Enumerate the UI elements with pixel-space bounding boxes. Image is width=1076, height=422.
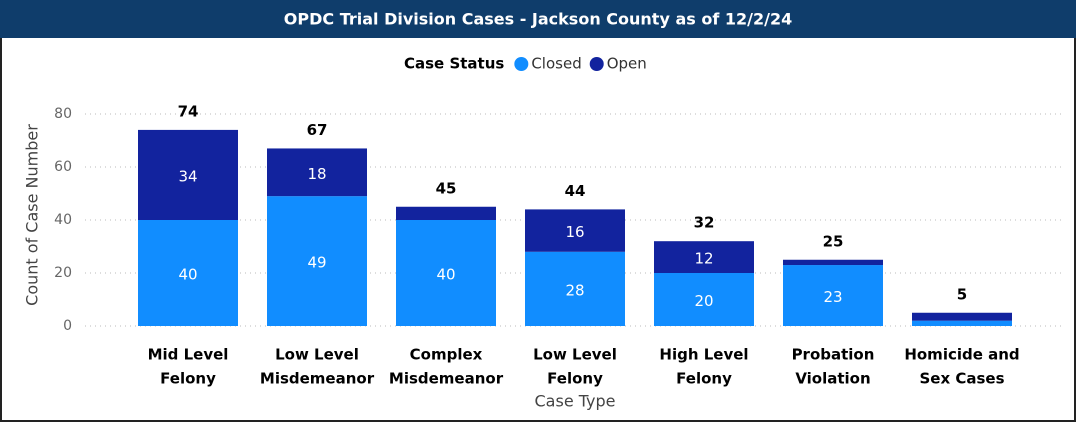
data-label: 40	[178, 266, 197, 284]
y-tick-label: 80	[54, 106, 72, 122]
x-tick-label: High Level	[659, 346, 748, 364]
bar-segment	[783, 259, 883, 266]
x-tick-label: Mid Level	[148, 346, 229, 364]
legend-label: Closed	[531, 55, 581, 73]
total-label: 25	[823, 232, 844, 250]
data-label: 40	[436, 266, 455, 284]
x-axis-title: Case Type	[535, 392, 616, 411]
bar-segment	[783, 265, 883, 326]
x-tick-label: Complex	[410, 346, 483, 364]
data-label: 18	[307, 165, 326, 183]
data-label: 49	[307, 254, 326, 272]
legend-title: Case Status	[404, 55, 504, 73]
bar-segment	[912, 320, 1012, 326]
total-label: 67	[307, 121, 328, 139]
data-label: 23	[823, 288, 842, 306]
bar-segment	[138, 220, 238, 326]
x-tick-label: Misdemeanor	[389, 370, 504, 388]
x-tick-label: Sex Cases	[919, 370, 1004, 388]
total-label: 5	[957, 285, 967, 303]
bar-segment	[525, 251, 625, 326]
bar-segment	[396, 206, 496, 220]
x-tick-label: Low Level	[533, 346, 617, 364]
total-label: 74	[178, 102, 199, 120]
chart-title: OPDC Trial Division Cases - Jackson Coun…	[284, 10, 792, 29]
y-axis-title: Count of Case Number	[23, 124, 42, 306]
data-label: 34	[178, 167, 197, 185]
x-tick-label: Violation	[795, 370, 870, 388]
total-label: 45	[436, 179, 457, 197]
x-tick-label: Misdemeanor	[260, 370, 375, 388]
total-label: 44	[565, 182, 586, 200]
y-tick-label: 0	[63, 318, 72, 334]
y-tick-label: 40	[54, 212, 72, 228]
legend-label: Open	[607, 55, 647, 73]
bar-segment	[912, 312, 1012, 321]
bar-segment	[654, 241, 754, 273]
data-label: 20	[694, 292, 713, 310]
data-label: 12	[694, 250, 713, 268]
total-label: 32	[694, 214, 715, 232]
legend-swatch	[589, 57, 604, 71]
x-tick-label: Felony	[160, 370, 216, 388]
bar-segment	[654, 273, 754, 326]
title-bar	[0, 0, 1076, 38]
y-tick-label: 20	[54, 265, 72, 281]
x-tick-label: Probation	[792, 346, 875, 364]
legend-swatch	[514, 57, 529, 71]
x-tick-label: Felony	[547, 370, 603, 388]
bar-segment	[138, 129, 238, 220]
data-label: 28	[565, 281, 584, 299]
x-tick-label: Low Level	[275, 346, 359, 364]
bar-segment	[525, 209, 625, 252]
x-tick-label: Felony	[676, 370, 732, 388]
bar-segment	[396, 220, 496, 326]
y-tick-label: 60	[54, 159, 72, 175]
x-tick-label: Homicide and	[904, 346, 1019, 364]
data-label: 16	[565, 223, 584, 241]
bar-segment	[267, 148, 367, 197]
bar-segment	[267, 196, 367, 326]
